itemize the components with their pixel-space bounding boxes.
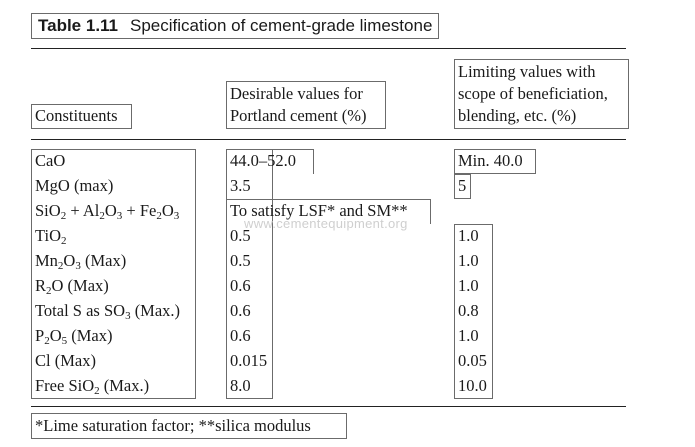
- watermark: www.cementequipment.org: [244, 216, 408, 231]
- row-cl-limiting: 0.05: [458, 351, 487, 370]
- row-mgo-limiting: 5: [458, 176, 467, 195]
- header-rule: [31, 139, 626, 140]
- header-limiting-line1: Limiting values with: [458, 62, 596, 81]
- row-cao-desirable: 44.0–52.0: [230, 151, 296, 170]
- row-oxides-constituent: SiO2 + Al2O3 + Fe2O3: [35, 201, 180, 222]
- row-mn2o3-limiting: 1.0: [458, 251, 479, 270]
- header-desirable-line2: Portland cement (%): [230, 106, 367, 125]
- limiting-lower-box: [454, 224, 493, 399]
- row-mn2o3-desirable: 0.5: [230, 251, 251, 270]
- row-so3-desirable: 0.6: [230, 301, 251, 320]
- header-constituents: Constituents: [35, 106, 118, 125]
- header-limiting-line3: blending, etc. (%): [458, 106, 577, 125]
- top-rule: [31, 48, 626, 49]
- row-so3-constituent: Total S as SO3 (Max.): [35, 301, 181, 322]
- row-r2o-constituent: R2O (Max): [35, 276, 109, 297]
- row-r2o-desirable: 0.6: [230, 276, 251, 295]
- constituents-column-box: [31, 149, 196, 399]
- row-free-sio2-constituent: Free SiO2 (Max.): [35, 376, 150, 397]
- limiting-mgo-box: [454, 174, 471, 199]
- row-mgo-desirable: 3.5: [230, 176, 251, 195]
- row-cl-desirable: 0.015: [230, 351, 268, 370]
- row-cao-constituent: CaO: [35, 151, 66, 170]
- row-tio2-limiting: 1.0: [458, 226, 479, 245]
- row-mgo-constituent: MgO (max): [35, 176, 114, 195]
- footnote-box: [31, 413, 347, 439]
- header-limiting-line2: scope of beneficiation,: [458, 84, 608, 103]
- row-oxides-desirable: To satisfy LSF* and SM**: [230, 201, 408, 220]
- table-caption: Table 1.11 Specification of cement-grade …: [31, 13, 440, 39]
- cao-desirable-box: [226, 149, 314, 174]
- row-r2o-limiting: 1.0: [458, 276, 479, 295]
- limiting-cao-box: [454, 149, 536, 174]
- row-so3-limiting: 0.8: [458, 301, 479, 320]
- row-p2o5-constituent: P2O5 (Max): [35, 326, 113, 347]
- row-free-sio2-limiting: 10.0: [458, 376, 487, 395]
- row-cl-constituent: Cl (Max): [35, 351, 96, 370]
- row-tio2-desirable: 0.5: [230, 226, 251, 245]
- table-title: Specification of cement-grade limestone: [130, 16, 433, 35]
- header-limiting-box: [454, 59, 629, 129]
- row-cao-limiting: Min. 40.0: [458, 151, 523, 170]
- row-mn2o3-constituent: Mn2O3 (Max): [35, 251, 127, 272]
- lsf-row-box: [226, 199, 431, 224]
- row-p2o5-limiting: 1.0: [458, 326, 479, 345]
- table-number: Table 1.11: [38, 16, 119, 35]
- header-desirable-box: [226, 81, 386, 129]
- header-desirable-line1: Desirable values for: [230, 84, 363, 103]
- row-p2o5-desirable: 0.6: [230, 326, 251, 345]
- header-constituents-box: [31, 104, 132, 129]
- bottom-rule: [31, 406, 626, 407]
- row-tio2-constituent: TiO2: [35, 226, 67, 247]
- footnote: *Lime saturation factor; **silica modulu…: [35, 416, 311, 435]
- row-free-sio2-desirable: 8.0: [230, 376, 251, 395]
